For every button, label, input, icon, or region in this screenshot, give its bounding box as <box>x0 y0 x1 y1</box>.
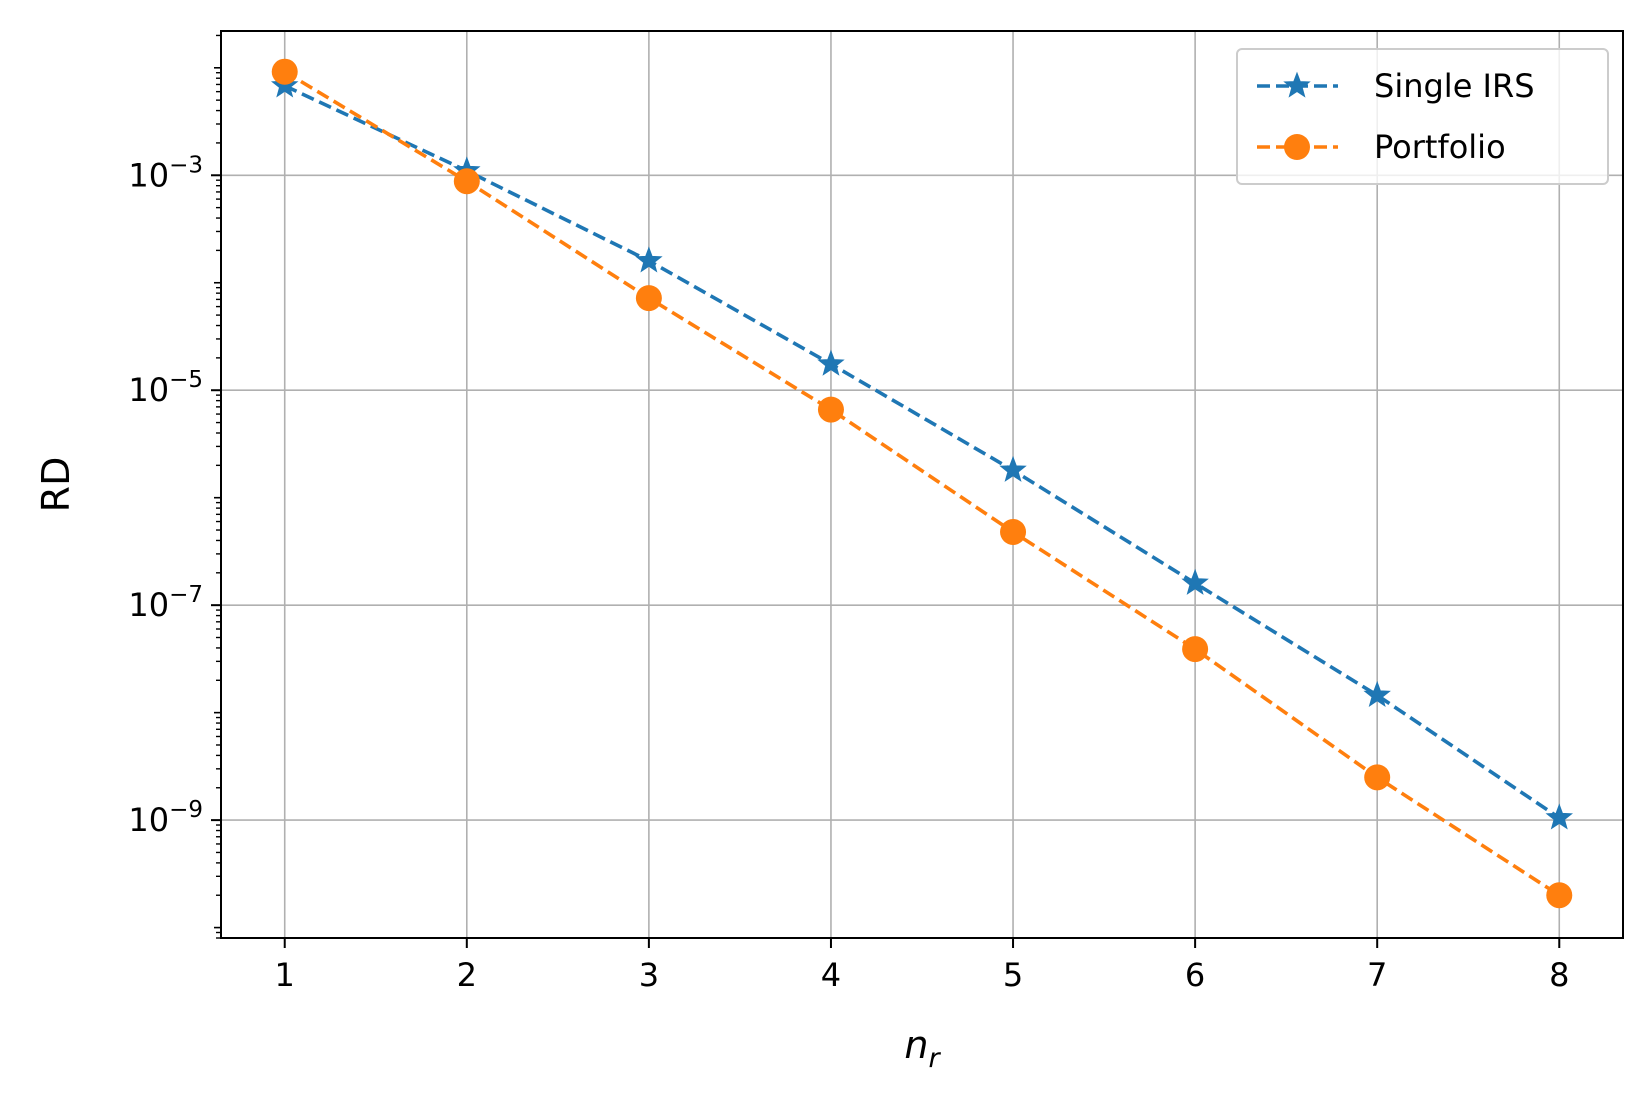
x-tick-label: 5 <box>1003 956 1023 994</box>
data-point-single-irs <box>999 455 1027 482</box>
data-point-single-irs <box>1545 803 1573 830</box>
series-line-single-irs <box>283 84 1561 820</box>
legend-box <box>1236 48 1609 185</box>
legend-label-single-irs: Single IRS <box>1374 67 1535 105</box>
x-tick-label: 1 <box>275 956 295 994</box>
legend-item-portfolio: Portfolio <box>1257 128 1506 166</box>
x-axis-label-main: n <box>904 1023 928 1067</box>
x-axis-label-subscript: r <box>928 1043 941 1074</box>
data-point-portfolio <box>1000 518 1027 545</box>
data-series <box>271 58 1573 909</box>
y-tick-label: 10−7 <box>128 582 203 624</box>
legend-marker-portfolio <box>1284 134 1310 160</box>
x-axis-label: nr <box>904 1023 941 1074</box>
legend-label-portfolio: Portfolio <box>1374 128 1506 166</box>
axis-ticks: 1 2 3 4 5 6 7 8 10−3 10−5 10−7 10−9 <box>128 34 1569 994</box>
data-point-single-irs <box>1363 680 1391 707</box>
x-tick-label: 7 <box>1367 956 1387 994</box>
data-point-single-irs <box>817 349 845 376</box>
x-tick-label: 4 <box>821 956 841 994</box>
data-point-portfolio <box>271 58 298 85</box>
x-tick-label: 3 <box>639 956 659 994</box>
y-tick-label: 10−3 <box>128 152 203 194</box>
y-axis-label: RD <box>34 457 78 513</box>
data-point-single-irs <box>1181 568 1209 595</box>
x-tick-label: 8 <box>1549 956 1569 994</box>
y-tick-label: 10−5 <box>128 367 203 409</box>
data-point-portfolio <box>1364 764 1391 791</box>
data-point-portfolio <box>635 285 662 312</box>
series-single-irs <box>271 71 1573 830</box>
series-portfolio <box>271 58 1573 909</box>
x-tick-label: 6 <box>1185 956 1205 994</box>
data-point-single-irs <box>635 246 663 273</box>
data-point-portfolio <box>817 396 844 423</box>
y-tick-label: 10−9 <box>128 797 203 839</box>
legend: Single IRS Portfolio <box>1236 48 1609 185</box>
data-point-portfolio <box>1182 636 1209 663</box>
series-line-portfolio <box>283 70 1561 897</box>
x-tick-label: 2 <box>457 956 477 994</box>
data-point-portfolio <box>1546 882 1573 909</box>
axes-frame <box>220 30 1624 939</box>
data-point-portfolio <box>453 168 480 195</box>
legend-marker-single-irs <box>1283 71 1311 98</box>
legend-item-single-irs: Single IRS <box>1257 67 1535 105</box>
